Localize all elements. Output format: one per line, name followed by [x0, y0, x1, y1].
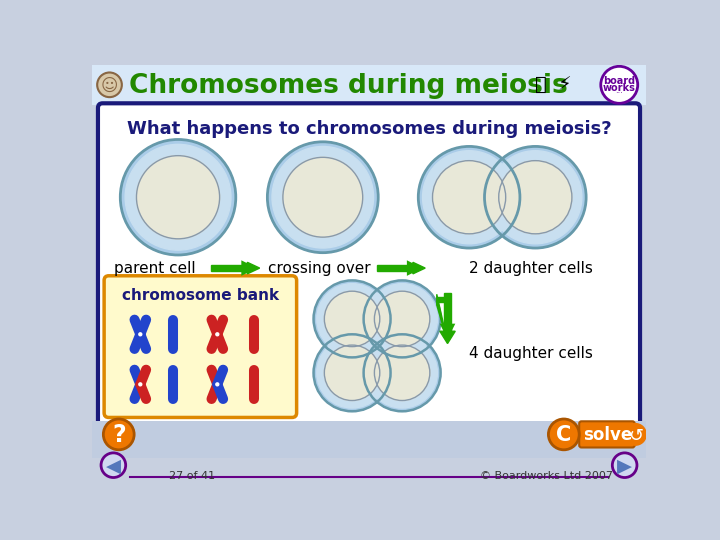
Ellipse shape [374, 345, 430, 401]
Ellipse shape [272, 146, 374, 248]
Text: 27 of 41: 27 of 41 [168, 471, 215, 481]
FancyBboxPatch shape [98, 103, 640, 427]
FancyBboxPatch shape [92, 421, 647, 457]
Ellipse shape [120, 139, 235, 255]
Text: 2 daughter cells: 2 daughter cells [469, 261, 593, 275]
Polygon shape [444, 293, 451, 331]
Ellipse shape [364, 334, 441, 411]
Circle shape [549, 419, 579, 450]
Ellipse shape [137, 156, 220, 239]
Polygon shape [437, 297, 448, 302]
Ellipse shape [317, 338, 387, 408]
Ellipse shape [314, 334, 390, 411]
FancyBboxPatch shape [104, 276, 297, 417]
Ellipse shape [485, 146, 586, 248]
Circle shape [139, 333, 142, 336]
Text: ⚡: ⚡ [558, 75, 572, 94]
Ellipse shape [364, 280, 441, 357]
Ellipse shape [423, 151, 516, 244]
Ellipse shape [499, 160, 572, 234]
Text: What happens to chromosomes during meiosis?: What happens to chromosomes during meios… [127, 120, 611, 138]
Ellipse shape [324, 345, 379, 401]
Circle shape [216, 383, 219, 386]
Polygon shape [211, 265, 248, 271]
Ellipse shape [314, 280, 390, 357]
Text: chromosome bank: chromosome bank [122, 288, 279, 303]
Ellipse shape [418, 146, 520, 248]
Circle shape [139, 383, 142, 386]
Ellipse shape [489, 151, 582, 244]
Ellipse shape [367, 338, 437, 408]
Text: board: board [603, 76, 635, 86]
Polygon shape [440, 331, 455, 343]
Text: works: works [603, 83, 636, 93]
Ellipse shape [125, 144, 231, 250]
Text: © Boardworks Ltd 2007: © Boardworks Ltd 2007 [480, 471, 613, 481]
Text: ◀: ◀ [106, 456, 121, 476]
Text: solve: solve [583, 426, 632, 444]
Text: parent cell: parent cell [114, 261, 196, 275]
Circle shape [216, 333, 219, 336]
FancyBboxPatch shape [579, 421, 634, 448]
Circle shape [97, 72, 122, 97]
Text: ▶: ▶ [617, 456, 632, 476]
Ellipse shape [367, 284, 437, 354]
Text: ···: ··· [616, 90, 624, 99]
Circle shape [104, 419, 134, 450]
Text: 📋: 📋 [535, 75, 546, 94]
Ellipse shape [283, 157, 363, 237]
Circle shape [101, 453, 126, 477]
Ellipse shape [433, 160, 505, 234]
Ellipse shape [267, 142, 378, 253]
Ellipse shape [317, 284, 387, 354]
Polygon shape [413, 262, 426, 274]
FancyBboxPatch shape [92, 65, 647, 105]
Ellipse shape [324, 291, 379, 347]
Polygon shape [377, 265, 413, 271]
Circle shape [600, 66, 638, 103]
Ellipse shape [374, 291, 430, 347]
Text: crossing over: crossing over [268, 261, 370, 275]
Polygon shape [248, 262, 260, 274]
Polygon shape [437, 294, 448, 342]
Text: ☺: ☺ [101, 77, 118, 96]
Text: ?: ? [112, 423, 125, 447]
Text: 4 daughter cells: 4 daughter cells [469, 346, 593, 361]
Text: C: C [556, 425, 572, 445]
Circle shape [612, 453, 637, 477]
Text: Chromosomes during meiosis: Chromosomes during meiosis [129, 72, 567, 99]
Text: ↺: ↺ [628, 427, 643, 445]
Circle shape [625, 423, 647, 445]
